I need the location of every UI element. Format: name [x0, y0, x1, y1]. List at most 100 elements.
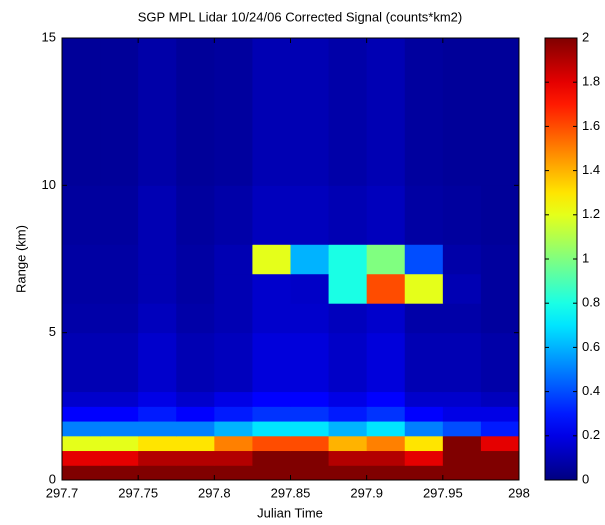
cell [214, 244, 253, 275]
cell [480, 332, 520, 393]
cell [480, 450, 520, 466]
cell [366, 406, 406, 422]
y-tick-label: 0 [49, 471, 56, 486]
colorbar-tick-label: 0 [582, 471, 589, 486]
cell [442, 185, 482, 245]
cell [176, 465, 215, 481]
cell [176, 303, 215, 334]
cell [404, 450, 444, 466]
colorbar-tick-label: 0.8 [582, 295, 600, 310]
colorbar-tick-label: 1 [582, 250, 589, 265]
cell [290, 244, 330, 275]
cell [252, 465, 291, 481]
cell [62, 185, 101, 245]
cell [62, 273, 101, 304]
cell [328, 38, 368, 186]
cell [328, 273, 368, 304]
cell [290, 38, 330, 186]
cell [138, 465, 177, 481]
cell [404, 185, 444, 245]
cell [138, 244, 177, 275]
cell [214, 391, 253, 407]
x-axis-label: Julian Time [257, 505, 323, 520]
cell [252, 435, 291, 452]
cell [62, 450, 101, 466]
cell [442, 421, 482, 437]
cell [138, 303, 177, 334]
cell [214, 273, 253, 304]
cell [100, 465, 139, 481]
cell [328, 465, 368, 481]
colorbar-tick-label: 1.8 [582, 74, 600, 89]
cell [214, 435, 253, 452]
cell [480, 244, 520, 275]
cell [480, 435, 520, 452]
cell [214, 450, 253, 466]
cell [290, 391, 330, 407]
cell [404, 421, 444, 437]
cell [252, 185, 291, 245]
cell [62, 303, 101, 334]
cell [214, 421, 253, 437]
cell [366, 465, 406, 481]
cell [480, 303, 520, 334]
cell [62, 421, 101, 437]
cell [138, 38, 177, 186]
axes: 297.7 297.75 297.8 297.85 297.9 297.95 2980510… [42, 29, 601, 500]
cell [100, 185, 139, 245]
cell [176, 450, 215, 466]
cell [252, 303, 291, 334]
cell [404, 303, 444, 334]
cell [252, 273, 291, 304]
cell [176, 435, 215, 452]
cell [328, 303, 368, 334]
cell [62, 332, 101, 393]
cell [100, 332, 139, 393]
cell [442, 391, 482, 407]
cell [442, 465, 482, 481]
cell [442, 332, 482, 393]
cell [328, 244, 368, 275]
cell [214, 303, 253, 334]
cell [100, 303, 139, 334]
cell [328, 391, 368, 407]
cell [290, 421, 330, 437]
cell [366, 273, 406, 304]
cell [442, 303, 482, 334]
cell [442, 435, 482, 452]
cell [214, 185, 253, 245]
cell [62, 391, 101, 407]
cell [100, 391, 139, 407]
x-tick-label: 297.7 [46, 485, 79, 500]
cell [290, 435, 330, 452]
cell [176, 273, 215, 304]
x-tick-label: 297.8 [198, 485, 231, 500]
y-tick-label: 15 [42, 29, 56, 44]
cell [480, 38, 520, 186]
cell [214, 332, 253, 393]
cell [404, 332, 444, 393]
cell [442, 273, 482, 304]
cell [138, 450, 177, 466]
cell [404, 273, 444, 304]
cell [138, 421, 177, 437]
cell [252, 332, 291, 393]
cell [328, 450, 368, 466]
cell [138, 406, 177, 422]
cell [480, 421, 520, 437]
y-tick-label: 10 [42, 177, 56, 192]
x-tick-label: 297.85 [271, 485, 311, 500]
cell [252, 421, 291, 437]
cell [290, 273, 330, 304]
cell [252, 391, 291, 407]
cell [138, 391, 177, 407]
cell [176, 244, 215, 275]
cell [138, 273, 177, 304]
x-tick-label: 298 [508, 485, 530, 500]
cell [62, 465, 101, 481]
cell [366, 391, 406, 407]
colorbar-tick-label: 2 [582, 29, 589, 44]
cell [404, 391, 444, 407]
cell [290, 303, 330, 334]
